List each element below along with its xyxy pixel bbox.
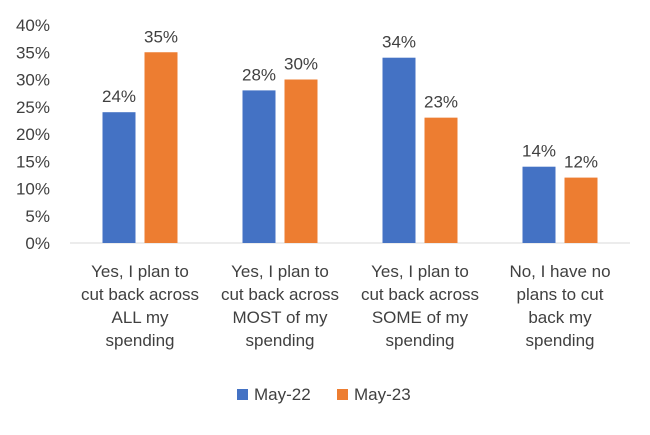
x-category-label: cut back across xyxy=(361,285,479,304)
data-label: 30% xyxy=(284,55,318,74)
x-category-label: spending xyxy=(105,331,174,350)
bar-may-23-1 xyxy=(284,79,318,243)
legend: May-22 May-23 xyxy=(237,385,411,404)
x-category-label: No, I have no xyxy=(509,262,610,281)
x-category-label: Yes, I plan to xyxy=(91,262,189,281)
y-tick-label: 0% xyxy=(25,234,50,253)
legend-label: May-22 xyxy=(254,385,311,404)
data-label: 34% xyxy=(382,33,416,52)
bar-may-22-0 xyxy=(102,112,136,243)
data-label: 23% xyxy=(424,93,458,112)
y-tick-label: 35% xyxy=(16,43,50,62)
x-category-label: ALL my xyxy=(111,308,169,327)
y-tick-label: 5% xyxy=(25,207,50,226)
bar-may-23-2 xyxy=(424,117,458,243)
x-category-label: MOST of my xyxy=(232,308,328,327)
y-tick-label: 30% xyxy=(16,71,50,90)
y-tick-label: 20% xyxy=(16,125,50,144)
y-tick-label: 25% xyxy=(16,98,50,117)
x-category-label: SOME of my xyxy=(372,308,469,327)
data-label: 35% xyxy=(144,27,178,46)
legend-swatch-may-22 xyxy=(237,389,248,400)
bar-may-22-3 xyxy=(522,166,556,243)
x-axis-labels: Yes, I plan to cut back across ALL my spend… xyxy=(81,262,611,350)
data-label: 28% xyxy=(242,65,276,84)
data-label: 24% xyxy=(102,87,136,106)
x-category-label: back my xyxy=(528,308,592,327)
data-label: 14% xyxy=(522,142,556,161)
x-category-label: spending xyxy=(525,331,594,350)
data-label: 12% xyxy=(564,153,598,172)
bars: 24% 35% 28% 30% 34% 23% 14% 12% xyxy=(102,27,598,244)
x-category-label: spending xyxy=(245,331,314,350)
legend-swatch-may-23 xyxy=(337,389,348,400)
y-tick-label: 10% xyxy=(16,180,50,199)
x-category-label: cut back across xyxy=(81,285,199,304)
y-tick-label: 15% xyxy=(16,152,50,171)
x-category-label: Yes, I plan to xyxy=(371,262,469,281)
bar-may-23-3 xyxy=(564,177,598,243)
bar-may-23-0 xyxy=(144,52,178,243)
y-tick-label: 40% xyxy=(16,16,50,35)
x-category-label: plans to cut xyxy=(517,285,604,304)
x-category-label: Yes, I plan to xyxy=(231,262,329,281)
bar-may-22-1 xyxy=(242,90,276,244)
x-category-label: spending xyxy=(385,331,454,350)
bar-may-22-2 xyxy=(382,57,416,244)
y-axis: 0% 5% 10% 15% 20% 25% 30% 35% 40% xyxy=(16,16,50,253)
x-category-label: cut back across xyxy=(221,285,339,304)
legend-label: May-23 xyxy=(354,385,411,404)
